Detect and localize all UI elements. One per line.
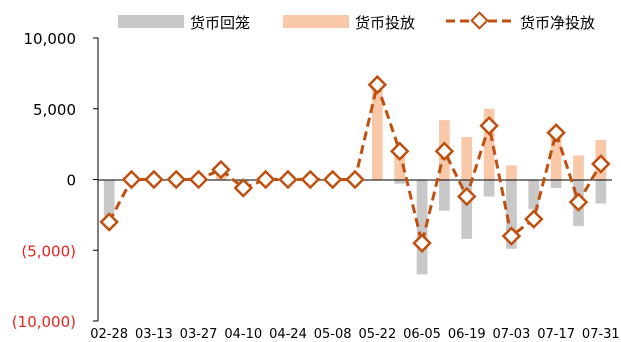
bar-recall (439, 179, 450, 211)
net-point (479, 115, 499, 136)
net-point (546, 123, 566, 143)
net-point (345, 169, 365, 190)
net-point (166, 169, 186, 190)
x-tick-label: 03-27 (180, 327, 218, 342)
net-point (322, 169, 343, 190)
net-point (389, 141, 410, 161)
x-tick-label: 06-19 (448, 327, 486, 342)
x-tick-label: 07-31 (582, 327, 620, 342)
series-net-line (99, 74, 611, 253)
bar-recall (595, 179, 607, 204)
bar-injection (461, 137, 473, 180)
bar-injection (371, 84, 383, 180)
legend-swatch-injection (283, 15, 349, 28)
legend-label-net: 货币净投放 (520, 14, 595, 32)
net-point (99, 212, 119, 232)
x-tick-label: 05-08 (314, 327, 352, 342)
x-tick-label: 07-03 (493, 327, 531, 342)
x-tick-label: 06-05 (403, 327, 441, 342)
net-point (591, 154, 611, 174)
net-point (456, 186, 477, 207)
legend-label-injection: 货币投放 (355, 14, 415, 32)
y-tick-label: (5,000) (21, 242, 76, 260)
y-tick-label: 10,000 (24, 30, 77, 48)
series-recall-bars (103, 179, 607, 275)
net-point (121, 169, 142, 190)
bar-injection (394, 148, 406, 180)
net-point (233, 178, 254, 198)
legend: 货币回笼 货币投放 货币净投放 (118, 11, 595, 32)
bar-injection (573, 155, 584, 180)
bar-recall (528, 179, 540, 210)
bar-recall (416, 179, 428, 275)
bar-recall (103, 179, 115, 217)
x-tick-label: 04-24 (269, 327, 307, 342)
bar-injection (550, 132, 562, 180)
bar-recall (550, 179, 562, 188)
y-tick-label: 5,000 (33, 101, 76, 119)
x-tick-label: 07-17 (537, 327, 575, 342)
bar-injection (483, 108, 495, 180)
net-point (188, 169, 209, 190)
net-point (278, 169, 298, 190)
bar-recall (394, 179, 406, 184)
bar-recall (506, 179, 517, 249)
x-tick-label: 05-22 (358, 327, 396, 342)
net-point (524, 209, 544, 229)
bar-recall (483, 179, 495, 197)
net-point (434, 141, 455, 161)
y-tick-label: 0 (66, 172, 76, 190)
net-point (367, 74, 388, 95)
legend-label-recall: 货币回笼 (190, 14, 250, 32)
net-point (501, 226, 522, 246)
y-tick-label: (10,000) (12, 313, 76, 331)
net-point (255, 169, 276, 190)
net-point (144, 169, 164, 190)
legend-swatch-recall (118, 15, 184, 28)
bar-injection (506, 165, 517, 180)
net-point (300, 169, 321, 190)
bar-recall (461, 179, 473, 239)
x-tick-label: 02-28 (90, 327, 128, 342)
x-tick-label: 03-13 (135, 327, 173, 342)
y-ticks: 10,000 5,000 0 (5,000) (10,000) (12, 30, 98, 331)
net-point (211, 159, 231, 180)
legend-marker-net (470, 11, 489, 30)
x-ticks: 02-28 03-13 03-27 04-10 04-24 05-08 05-22 06-05… (90, 327, 619, 342)
x-tick-label: 04-10 (224, 327, 262, 342)
net-point (412, 233, 432, 253)
net-point (568, 192, 589, 212)
